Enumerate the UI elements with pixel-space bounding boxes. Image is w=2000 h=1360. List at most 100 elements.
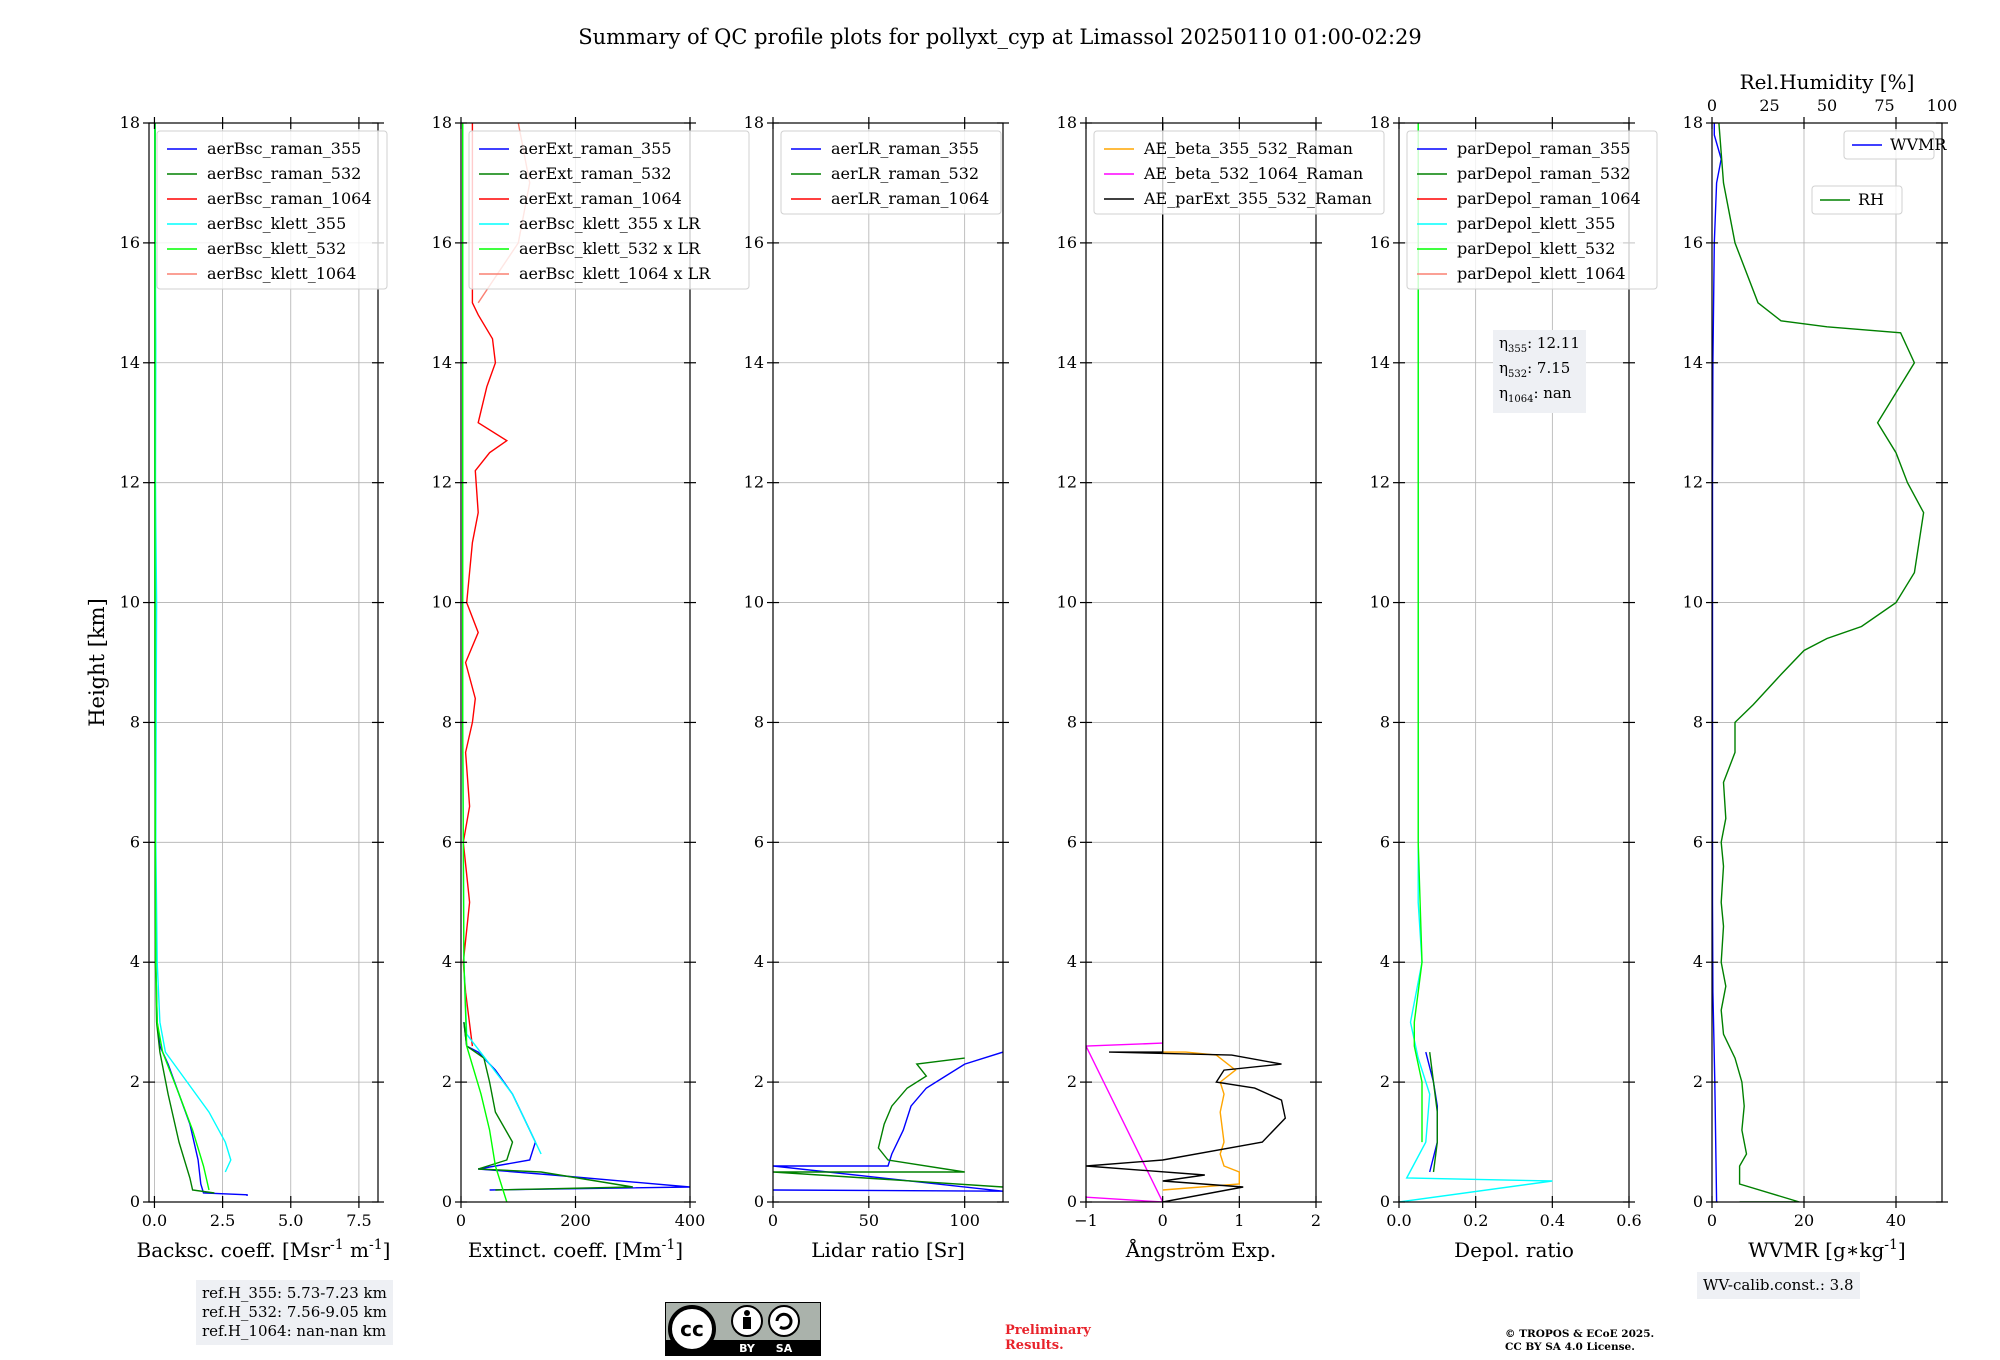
y-tick-label: 2 [1693,1072,1703,1091]
series-line-parDepol_klett_532 [1413,123,1423,1143]
y-tick-label: 16 [744,233,764,252]
wv-calib-const: WV-calib.const.: 3.8 [1703,1276,1854,1294]
series-line-aerExt_raman_355 [463,1022,690,1191]
y-tick-label: 12 [1683,473,1703,492]
y-tick-label: 10 [120,593,140,612]
series-line-parDepol_raman_532 [1429,1052,1438,1173]
y-tick-label: 12 [1057,473,1077,492]
x-tick-label: 0.4 [1540,1211,1565,1230]
legend-label: aerExt_raman_1064 [519,189,682,208]
x-axis-label: Lidar ratio [Sr] [811,1238,965,1262]
axes-frame [148,122,379,1203]
legend-label: parDepol_klett_1064 [1457,264,1626,283]
cc-icon [668,1305,716,1353]
y-tick-label: 4 [130,952,140,971]
x-tick-label: 40 [1886,1211,1906,1230]
preliminary-notice: Preliminary Results. [1005,1323,1091,1353]
axes-frame [772,122,1004,1203]
legend-label: aerBsc_raman_532 [207,164,361,183]
y-tick-label: 18 [744,113,764,132]
y-tick-label: 2 [130,1072,140,1091]
top-x-axis-label: Rel.Humidity [%] [1740,70,1915,94]
y-tick-label: 2 [754,1072,764,1091]
legend-label: AE_beta_532_1064_Raman [1143,164,1363,183]
y-tick-label: 12 [744,473,764,492]
legend-label: parDepol_klett_532 [1457,239,1615,258]
x-tick-label: 2 [1311,1211,1321,1230]
series-line-aerLR_raman_532 [773,1057,1003,1188]
ref-height-1064: ref.H_1064: nan-nan km [202,1322,387,1340]
y-tick-label: 14 [1683,353,1703,372]
y-tick-label: 16 [1683,233,1703,252]
legend-label: aerBsc_klett_355 x LR [519,214,701,233]
y-tick-label: 6 [130,832,140,851]
legend-box [1406,130,1658,290]
y-tick-label: 4 [754,952,764,971]
top-x-tick-label: 50 [1817,96,1837,115]
legend-label: AE_beta_355_532_Raman [1143,139,1353,158]
series-line-AE_beta_532_1064_Raman [1086,1042,1164,1202]
y-tick-label: 8 [1380,712,1390,731]
x-tick-label: 1 [1234,1211,1244,1230]
copyright-line-1: © TROPOS & ECoE 2025. [1505,1328,1655,1340]
top-x-tick-label: 25 [1759,96,1779,115]
legend-label: aerBsc_raman_355 [207,139,361,158]
legend-label: parDepol_raman_355 [1457,139,1630,158]
y-tick-label: 14 [432,353,452,372]
legend-label: RH [1858,190,1884,209]
x-tick-label: 0.0 [1386,1211,1411,1230]
series-line-aerBsc_klett_532 x LR [462,123,508,1202]
legend-label: aerBsc_klett_1064 [207,264,356,283]
series-line-aerBsc_klett_532 [154,123,210,1191]
x-tick-label: −1 [1074,1211,1098,1230]
share-alike-icon [768,1305,800,1337]
svg-text:cc: cc [680,1317,704,1341]
y-tick-label: 8 [1693,712,1703,731]
legend-label: aerBsc_klett_532 x LR [519,239,701,258]
legend-label: AE_parExt_355_532_Raman [1143,189,1372,208]
y-tick-label: 2 [442,1072,452,1091]
y-tick-label: 12 [432,473,452,492]
x-axis-label: WVMR [g∗kg-1] [1748,1237,1905,1262]
legend-box [780,130,1002,215]
top-x-tick-label: 75 [1874,96,1894,115]
y-tick-label: 6 [442,832,452,851]
legend-label: aerBsc_klett_1064 x LR [519,264,711,283]
series-line-AE_beta_355_532_Raman [1162,1051,1240,1191]
legend-label: aerBsc_klett_532 [207,239,346,258]
copyright-line-2: CC BY SA 4.0 License. [1505,1341,1635,1353]
y-tick-label: 14 [120,353,140,372]
y-tick-label: 14 [1370,353,1390,372]
reference-height-box: ref.H_355: 5.73-7.23 km ref.H_532: 7.56-… [196,1280,393,1345]
eta-1064: η1064: nan [1499,384,1572,405]
y-tick-label: 16 [120,233,140,252]
y-tick-label: 16 [432,233,452,252]
y-tick-label: 18 [1683,113,1703,132]
x-tick-label: 0 [1158,1211,1168,1230]
x-tick-label: 0 [768,1211,778,1230]
legend-box [1811,185,1903,215]
legend-label: aerBsc_klett_355 [207,214,346,233]
series-line-RH [1718,123,1925,1202]
legend-label: aerLR_raman_1064 [831,189,989,208]
legend-label: aerLR_raman_355 [831,139,979,158]
chart-panel-2: 0 2 4 6 8 10 12 14 16 18 0 200 400 Extinct. coeff. [M… [432,113,750,1262]
svg-text:BY: BY [739,1342,756,1355]
y-axis-label: Height [km] [85,598,109,727]
x-tick-label: 100 [949,1211,980,1230]
legend-label: aerBsc_raman_1064 [207,189,372,208]
x-tick-label: 400 [675,1211,706,1230]
y-tick-label: 8 [130,712,140,731]
legend-label: parDepol_klett_355 [1457,214,1615,233]
y-tick-label: 10 [744,593,764,612]
axes-frame [1711,122,1943,1203]
x-tick-label: 2.5 [210,1211,235,1230]
y-tick-label: 0 [130,1192,140,1211]
y-tick-label: 8 [442,712,452,731]
eta-355: η355: 12.11 [1499,334,1580,355]
y-tick-label: 0 [1067,1192,1077,1211]
x-tick-label: 0 [1707,1211,1717,1230]
